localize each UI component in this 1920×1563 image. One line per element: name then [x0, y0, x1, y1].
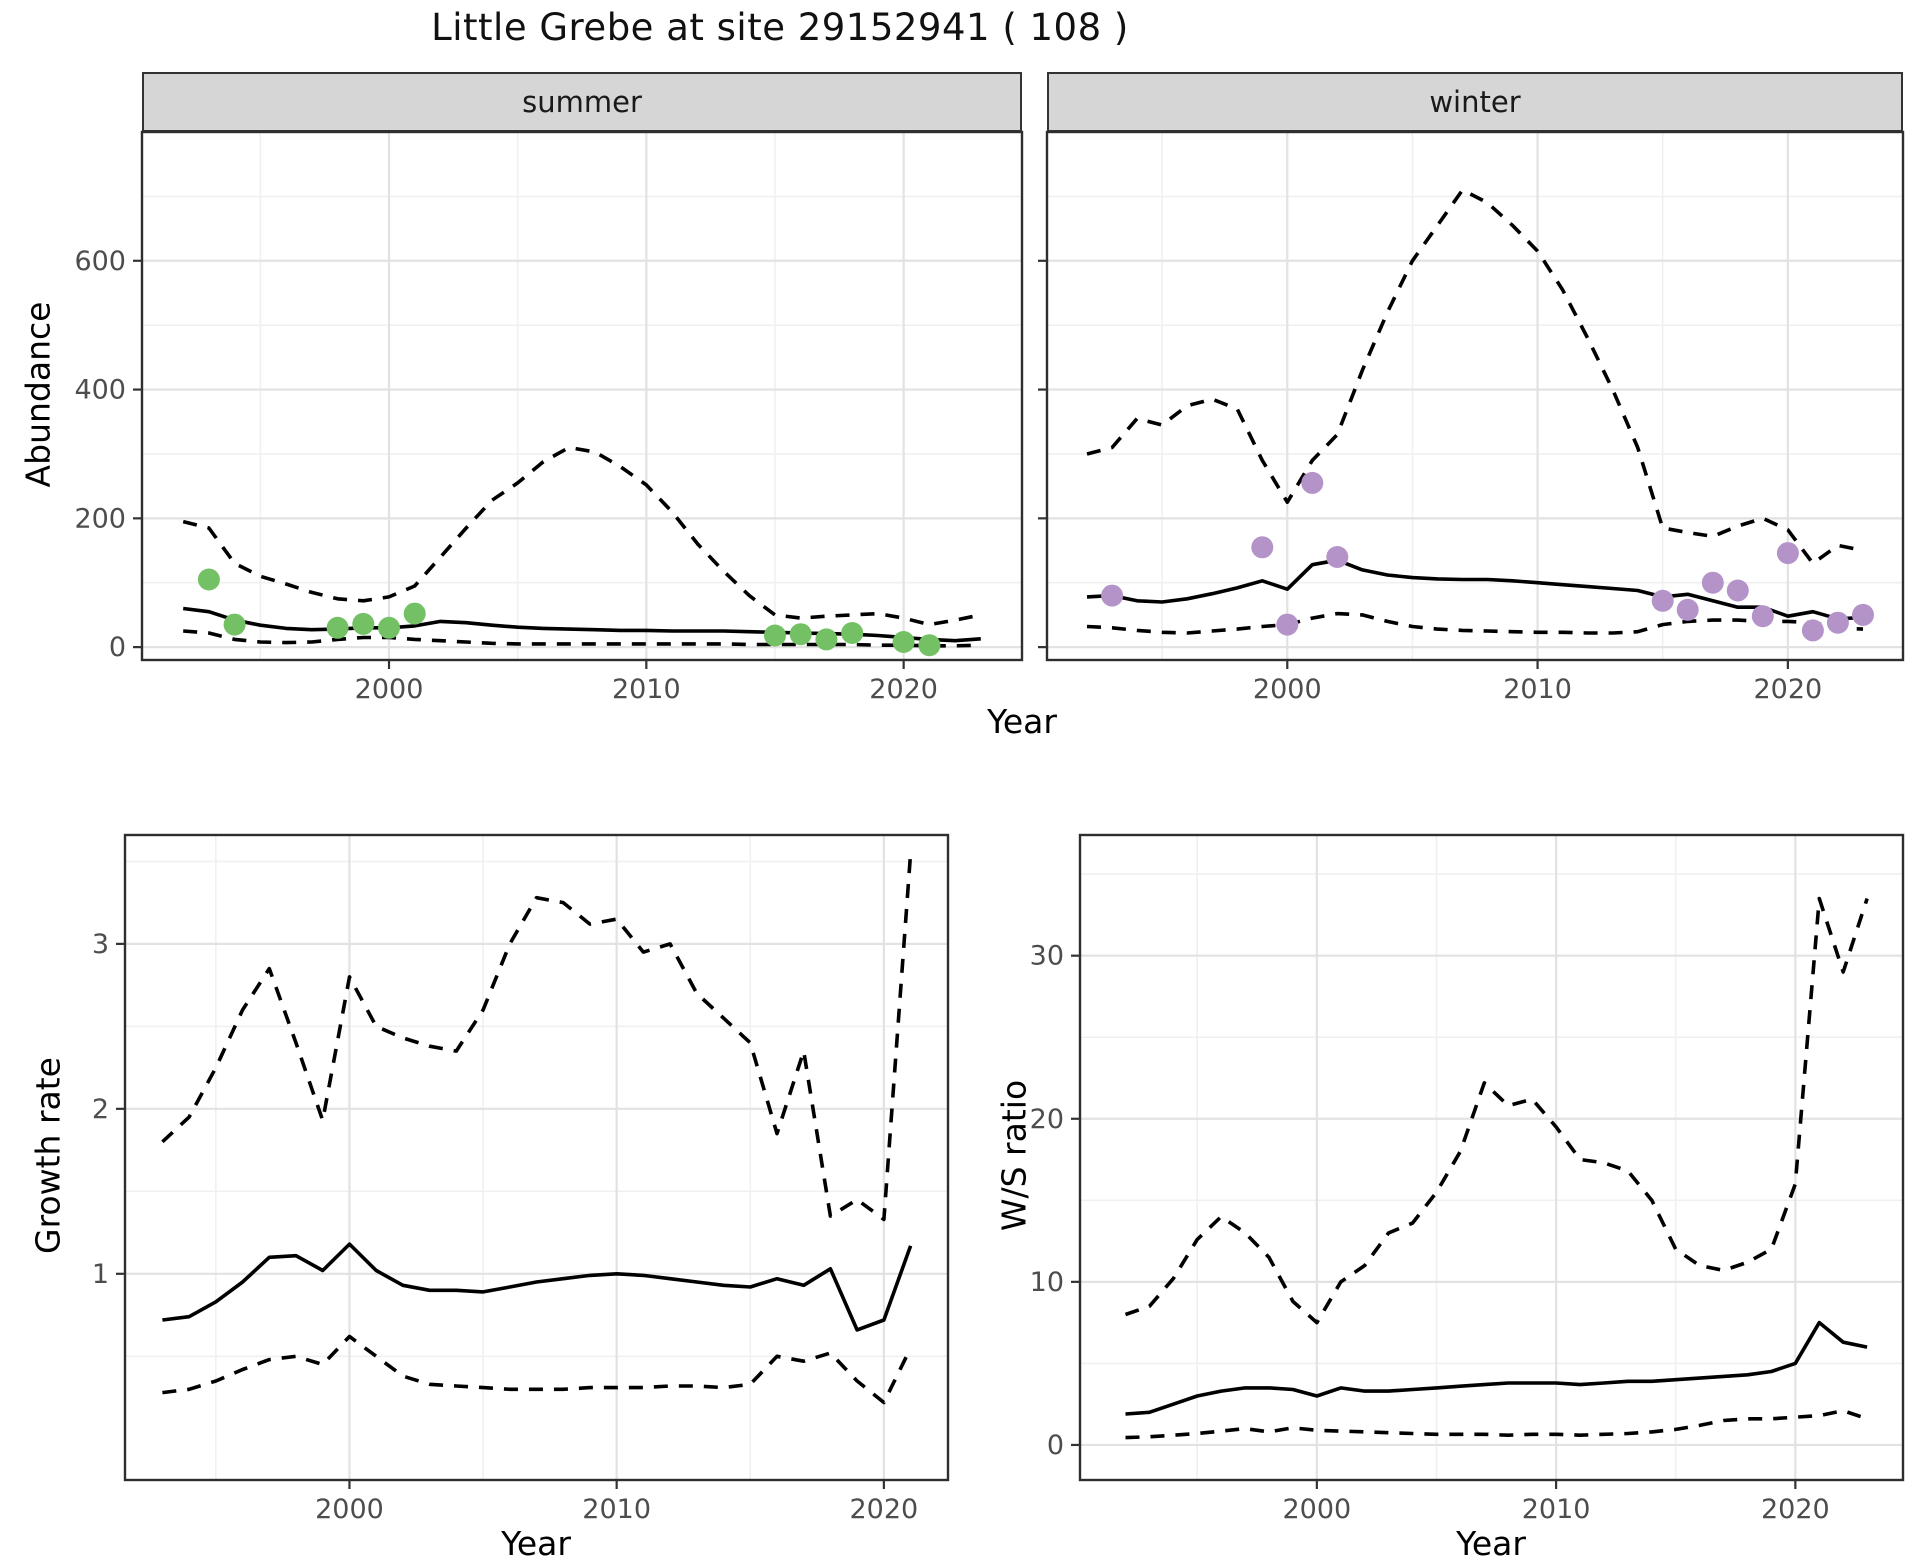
- data-point: [789, 623, 812, 646]
- x-tick-label: 2010: [1503, 674, 1572, 705]
- y-axis: 1 2 3: [92, 929, 125, 1290]
- data-point: [764, 624, 786, 647]
- x-tick-label: 2020: [1761, 1494, 1830, 1525]
- y-tick-label: 2: [92, 1094, 109, 1125]
- panel-background: [125, 835, 948, 1480]
- data-point: [1726, 579, 1749, 602]
- data-point: [378, 616, 400, 639]
- data-point: [352, 612, 375, 635]
- y-axis-title-growth-rate: Growth rate: [28, 1057, 68, 1254]
- series-lines: [1124, 896, 1869, 1440]
- data-point: [841, 622, 864, 644]
- x-tick-label: 2020: [1754, 674, 1823, 705]
- x-tick-label: 2010: [612, 674, 681, 705]
- x-tick-label: 2010: [582, 1494, 651, 1525]
- y-tick-label: 10: [1030, 1267, 1064, 1298]
- gridlines: [1080, 835, 1903, 1480]
- facet-strip-winter-label: winter: [1429, 85, 1521, 119]
- data-point: [1276, 613, 1299, 636]
- panel-background: [1047, 132, 1903, 660]
- y-tick-label: 0: [109, 632, 126, 663]
- data-point: [1826, 611, 1849, 634]
- data-point: [326, 616, 349, 639]
- y-axis: [1038, 259, 1047, 649]
- data-point: [1852, 603, 1874, 626]
- series-lines: [1086, 188, 1864, 635]
- summer-abundance-chart: 2000 2010 2020 0 200 400 600: [74, 130, 1024, 705]
- gridlines: [142, 132, 1022, 660]
- x-tick-label: 2000: [355, 674, 424, 705]
- y-axis: 0 10 20 30: [1030, 941, 1080, 1461]
- x-axis-title-year-ws: Year: [1456, 1524, 1526, 1563]
- data-point: [918, 634, 941, 657]
- page-title: Little Grebe at site 29152941 ( 108 ): [431, 6, 1129, 49]
- data-point: [1776, 542, 1799, 565]
- y-tick-label: 600: [74, 246, 126, 277]
- upper_ci-line: [1086, 188, 1864, 566]
- growth-rate-chart: 2000 2010 2020 1 2 3: [92, 833, 950, 1525]
- y-tick-label: 3: [92, 929, 109, 960]
- panel-border: [1078, 833, 1905, 1482]
- y-axis-title-abundance: Abundance: [18, 301, 58, 488]
- data-point: [1676, 598, 1699, 621]
- panel-border: [140, 130, 1024, 662]
- panel-background: [142, 132, 1022, 660]
- x-tick-label: 2020: [869, 674, 938, 705]
- ws-ratio-chart: 2000 2010 2020 0 10 20 30: [1030, 833, 1905, 1525]
- observed_counts-points: [1101, 471, 1874, 642]
- x-axis-title-year-growth: Year: [501, 1524, 571, 1563]
- median-line: [162, 1242, 913, 1332]
- x-tick-label: 2000: [1253, 674, 1322, 705]
- lower_ci-line: [162, 1334, 913, 1405]
- upper_ci-line: [161, 852, 913, 1222]
- x-tick-label: 2000: [1282, 1494, 1351, 1525]
- data-point: [1801, 619, 1824, 642]
- x-axis: 2000 2010 2020: [355, 660, 938, 705]
- x-tick-label: 2000: [315, 1494, 384, 1525]
- y-tick-label: 30: [1030, 941, 1064, 972]
- y-tick-label: 400: [74, 375, 126, 406]
- upper_ci-line: [1124, 896, 1869, 1325]
- data-point: [403, 602, 426, 625]
- data-point: [197, 568, 220, 591]
- y-tick-label: 0: [1047, 1430, 1064, 1461]
- series-lines: [161, 852, 913, 1405]
- y-tick-label: 1: [92, 1259, 109, 1290]
- data-point: [223, 613, 246, 636]
- x-axis: 2000 2010 2020: [1282, 1480, 1830, 1525]
- lower_ci-line: [183, 629, 981, 648]
- facet-strip-winter: winter: [1047, 72, 1903, 132]
- panel-border: [1045, 130, 1905, 662]
- facet-strip-summer: summer: [142, 72, 1022, 132]
- x-axis-title-year-top: Year: [987, 702, 1057, 741]
- upper_ci-line: [182, 445, 982, 627]
- lower_ci-line: [1086, 611, 1864, 635]
- y-axis: 0 200 400 600: [74, 246, 142, 663]
- data-point: [815, 628, 838, 651]
- median-line: [1086, 558, 1864, 621]
- data-point: [1101, 584, 1124, 607]
- median-line: [1125, 1320, 1868, 1416]
- x-axis: 2000 2010 2020: [315, 1480, 918, 1525]
- x-axis: 2000 2010 2020: [1253, 660, 1822, 705]
- data-point: [1751, 605, 1774, 628]
- data-point: [892, 631, 915, 653]
- y-tick-label: 20: [1030, 1104, 1064, 1135]
- winter-abundance-chart: 2000 2010 2020: [1038, 130, 1905, 705]
- gridlines: [1047, 132, 1903, 660]
- observed_counts-points: [197, 568, 941, 657]
- data-point: [1301, 471, 1324, 494]
- y-axis-title-ws-ratio: W/S ratio: [994, 1079, 1034, 1232]
- x-tick-label: 2010: [1522, 1494, 1591, 1525]
- facet-strip-summer-label: summer: [522, 85, 642, 119]
- gridlines: [125, 835, 948, 1480]
- data-point: [1251, 536, 1274, 559]
- data-point: [1701, 571, 1724, 594]
- data-point: [1651, 589, 1674, 612]
- y-tick-label: 200: [74, 503, 126, 534]
- data-point: [1326, 546, 1349, 568]
- x-tick-label: 2020: [850, 1494, 919, 1525]
- panel-border: [123, 833, 950, 1482]
